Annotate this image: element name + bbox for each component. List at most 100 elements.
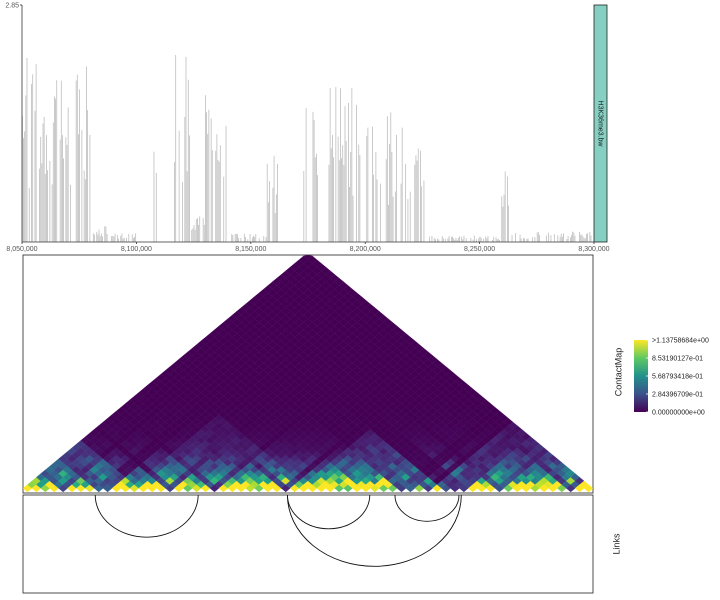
signal-bar bbox=[437, 238, 439, 242]
track-y-max-label: 2.85 bbox=[5, 3, 19, 10]
contact-map-heatmap bbox=[22, 254, 594, 493]
colorbar-tick-label: 0.00000000e+00 bbox=[652, 410, 705, 417]
signal-bar bbox=[581, 234, 583, 242]
signal-bar bbox=[25, 95, 27, 242]
signal-bar bbox=[483, 238, 484, 242]
signal-bar bbox=[65, 137, 67, 242]
track-name-strip bbox=[593, 4, 608, 243]
signal-bar bbox=[131, 234, 133, 242]
signal-bar bbox=[537, 232, 539, 242]
signal-bar bbox=[375, 151, 377, 242]
signal-bar bbox=[210, 118, 212, 242]
signal-bar bbox=[35, 64, 37, 242]
signal-bar bbox=[550, 235, 552, 242]
signal-bar bbox=[56, 80, 58, 242]
signal-bar bbox=[105, 226, 107, 242]
signal-bar bbox=[448, 235, 450, 242]
signal-bar bbox=[26, 58, 28, 242]
signal-bar bbox=[569, 237, 571, 242]
signal-bar bbox=[59, 139, 61, 242]
signal-bar bbox=[429, 236, 431, 242]
signal-bar bbox=[420, 150, 421, 242]
signal-bar bbox=[31, 84, 32, 242]
signal-bar bbox=[86, 66, 87, 242]
signal-bar bbox=[54, 96, 55, 242]
signal-bar bbox=[350, 151, 352, 242]
signal-bar bbox=[545, 235, 547, 242]
signal-bar bbox=[405, 164, 407, 242]
signal-bar bbox=[587, 233, 588, 242]
signal-bar bbox=[313, 119, 315, 242]
signal-bar bbox=[401, 127, 403, 242]
signal-bar bbox=[94, 234, 95, 242]
links-label: Links bbox=[611, 533, 621, 555]
signal-bar bbox=[376, 179, 378, 242]
signal-bar bbox=[479, 236, 481, 242]
signal-bar bbox=[566, 239, 568, 242]
signal-bar bbox=[122, 238, 124, 242]
signal-bar bbox=[52, 122, 54, 242]
signal-bar bbox=[255, 234, 257, 242]
signal-bar bbox=[267, 202, 269, 242]
signal-bar bbox=[328, 164, 330, 242]
signal-bar bbox=[254, 236, 256, 242]
signal-bar bbox=[55, 98, 56, 242]
signal-bar bbox=[337, 136, 339, 242]
signal-bar bbox=[234, 233, 236, 242]
signal-bar bbox=[416, 160, 418, 242]
signal-bar bbox=[557, 235, 559, 242]
signal-bar bbox=[329, 88, 331, 242]
signal-bar bbox=[47, 170, 48, 242]
signal-bar bbox=[272, 187, 274, 242]
signal-bar bbox=[461, 236, 463, 242]
contact-map-panel: ContactMap >1.13758684e+00 8.53190127e-01… bbox=[22, 254, 709, 494]
signal-bar bbox=[423, 180, 425, 242]
signal-bar bbox=[87, 110, 88, 242]
signal-bar bbox=[492, 239, 493, 242]
signal-bar bbox=[391, 151, 393, 242]
signal-bar bbox=[501, 196, 503, 242]
signal-bar bbox=[527, 238, 529, 242]
colorbar-tick-label: 2.84396709e-01 bbox=[652, 392, 703, 399]
signal-bar bbox=[100, 233, 102, 242]
signal-bar bbox=[184, 116, 186, 242]
signal-bar bbox=[175, 55, 177, 243]
signal-bar bbox=[202, 218, 204, 242]
signal-bar bbox=[245, 236, 246, 242]
signal-bar bbox=[372, 126, 373, 242]
signal-bar bbox=[486, 238, 488, 242]
signal-bar bbox=[341, 158, 342, 242]
signal-bar bbox=[473, 235, 475, 242]
signal-bar bbox=[274, 213, 276, 242]
signal-bar bbox=[70, 184, 71, 242]
signal-bar bbox=[225, 125, 227, 242]
signal-bar bbox=[199, 216, 201, 242]
signal-bar bbox=[247, 239, 249, 242]
link-arc bbox=[286, 494, 462, 567]
signal-bar bbox=[81, 130, 83, 242]
signal-bar bbox=[515, 233, 516, 242]
signal-bar bbox=[459, 236, 460, 242]
signal-bar bbox=[28, 188, 30, 242]
signal-bar bbox=[559, 236, 561, 242]
signal-bar bbox=[232, 235, 234, 242]
signal-bar bbox=[476, 239, 477, 242]
signal-bar bbox=[332, 135, 333, 242]
signal-bar bbox=[277, 163, 278, 242]
signal-bar bbox=[249, 233, 251, 242]
x-tick-label: 8,150,000 bbox=[235, 246, 266, 253]
signal-bar bbox=[265, 236, 267, 242]
signal-track-bars bbox=[22, 55, 592, 243]
signal-bar bbox=[203, 224, 205, 242]
signal-bar bbox=[390, 112, 392, 242]
signal-bar bbox=[441, 236, 443, 242]
signal-bar bbox=[75, 80, 77, 242]
signal-bar bbox=[219, 145, 221, 242]
signal-bar bbox=[32, 74, 34, 242]
signal-bar bbox=[66, 144, 68, 242]
signal-bar bbox=[338, 160, 340, 242]
signal-bar bbox=[534, 237, 536, 242]
signal-bar bbox=[414, 164, 416, 242]
signal-bar bbox=[409, 191, 411, 242]
signal-bar bbox=[67, 107, 69, 243]
